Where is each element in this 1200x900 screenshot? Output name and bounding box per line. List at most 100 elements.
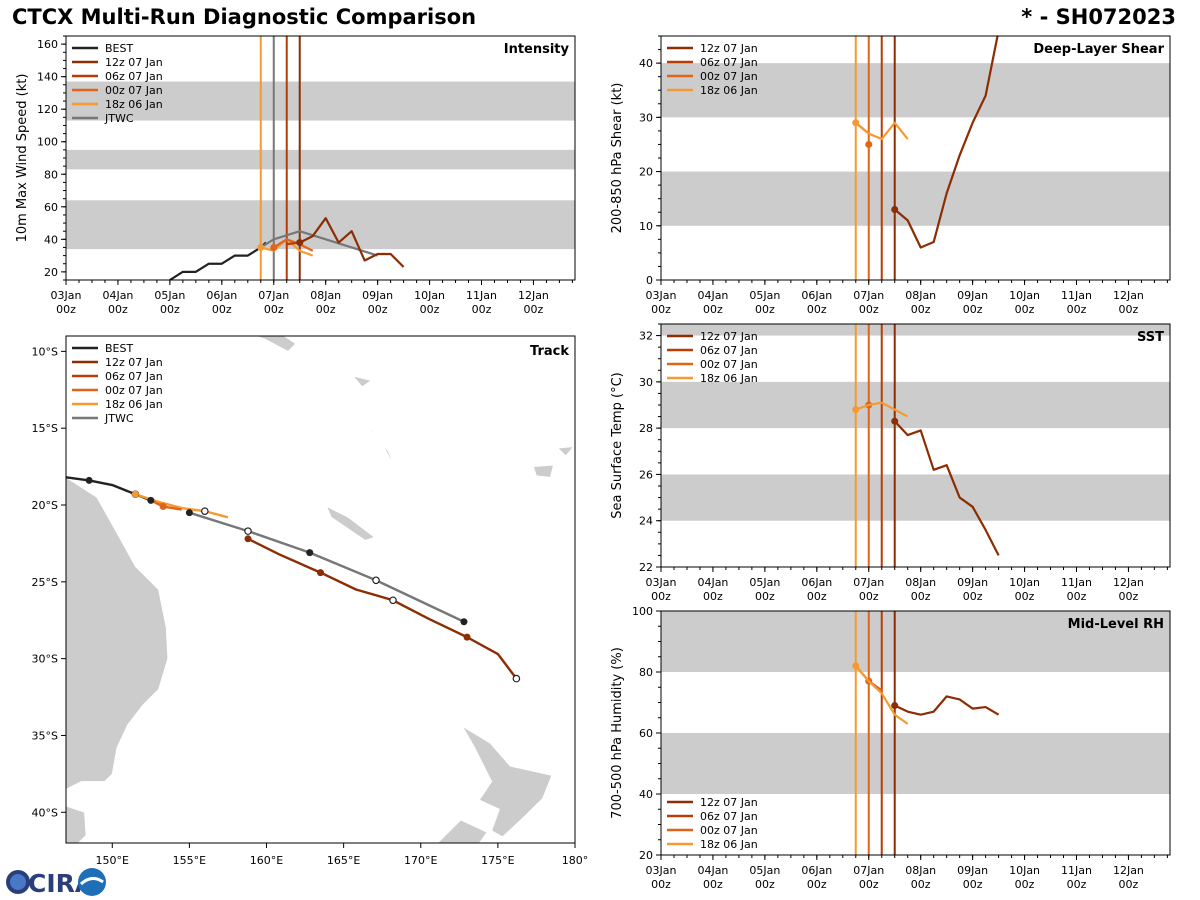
marker-12z-07-jan: [891, 417, 899, 425]
y-tick-label: 40: [44, 233, 58, 246]
page-title: CTCX Multi-Run Diagnostic Comparison: [12, 5, 477, 29]
y-tick-label: 60: [44, 201, 58, 214]
track-point-12z-07-jan: [463, 633, 471, 641]
x-tick-sub: 00z: [1119, 303, 1139, 316]
x-tick-label: 04Jan: [102, 289, 133, 302]
x-tick-label: 150°E: [96, 854, 129, 867]
y-tick-label: 40°S: [32, 806, 58, 819]
series-18z-06-jan: [854, 665, 909, 725]
x-tick-sub: 00z: [963, 590, 983, 603]
marker-00z-07-jan: [270, 243, 278, 251]
x-tick-label: 08Jan: [310, 289, 341, 302]
x-tick-label: 09Jan: [957, 864, 988, 877]
x-tick-sub: 00z: [524, 303, 544, 316]
x-tick-label: 08Jan: [905, 289, 936, 302]
x-tick-sub: 00z: [160, 303, 180, 316]
solomon-islands-land: [254, 336, 297, 352]
track-point-open-jtwc: [372, 576, 380, 585]
x-tick-sub: 00z: [755, 303, 775, 316]
y-tick-label: 20: [639, 166, 653, 179]
x-tick-sub: 00z: [472, 303, 492, 316]
x-tick-label: 10Jan: [1009, 289, 1040, 302]
track-point-best: [147, 496, 155, 504]
marker-18z-06-jan: [852, 406, 860, 414]
band-2: [661, 324, 1170, 336]
y-tick-label: 140: [37, 71, 58, 84]
legend-label-12z-07-jan: 12z 07 Jan: [105, 56, 163, 69]
legend-label-jtwc: JTWC: [104, 112, 134, 125]
x-tick-sub: 00z: [703, 303, 723, 316]
x-tick-sub: 00z: [651, 303, 671, 316]
track-point-18z-06-jan: [131, 490, 139, 498]
series-12z-07-jan: [893, 420, 1000, 556]
x-tick-label: 10Jan: [414, 289, 445, 302]
y-tick-label: 10: [639, 220, 653, 233]
y-tick-label: 30: [639, 376, 653, 389]
axes-frame: [65, 335, 576, 844]
track-jtwc: [189, 511, 465, 623]
x-tick-sub: 00z: [703, 878, 723, 891]
new-caledonia-land: [325, 505, 376, 541]
y-axis-label: 10m Max Wind Speed (kt): [15, 74, 30, 243]
fiji-viti-levu: [532, 464, 554, 478]
legend-label-06z-07-jan: 06z 07 Jan: [105, 70, 163, 83]
y-tick-label: 20: [639, 849, 653, 862]
x-tick-sub: 00z: [420, 303, 440, 316]
x-tick-sub: 00z: [212, 303, 232, 316]
y-tick-label: 0: [646, 274, 653, 287]
legend-label-18z-06-jan: 18z 06 Jan: [105, 398, 163, 411]
storm-id: * - SH072023: [1021, 5, 1176, 29]
panel-title: Intensity: [504, 42, 570, 57]
legend-label-best: BEST: [105, 342, 133, 355]
legend-label-06z-07-jan: 06z 07 Jan: [700, 344, 758, 357]
x-tick-sub: 00z: [755, 590, 775, 603]
x-tick-sub: 00z: [911, 303, 931, 316]
legend-label-12z-07-jan: 12z 07 Jan: [105, 356, 163, 369]
x-tick-label: 03Jan: [646, 576, 677, 589]
y-axis-label: Sea Surface Temp (°C): [610, 372, 625, 519]
sst-plot-area: [852, 324, 1000, 567]
x-tick-label: 06Jan: [801, 576, 832, 589]
x-tick-sub: 00z: [911, 590, 931, 603]
x-tick-label: 12Jan: [1113, 576, 1144, 589]
y-tick-label: 60: [639, 727, 653, 740]
series-12z-07-jan: [299, 217, 405, 268]
x-tick-sub: 00z: [807, 590, 827, 603]
track-point-open-jtwc: [244, 527, 252, 535]
marker-00z-07-jan: [865, 140, 873, 148]
legend-label-06z-07-jan: 06z 07 Jan: [700, 56, 758, 69]
marker-12z-07-jan: [891, 206, 899, 214]
x-tick-label: 05Jan: [154, 289, 185, 302]
band-1: [661, 381, 1170, 429]
legend-label-18z-06-jan: 18z 06 Jan: [700, 372, 758, 385]
y-tick-label: 80: [639, 666, 653, 679]
x-tick-sub: 00z: [911, 878, 931, 891]
santa-cruz-land: [351, 375, 373, 388]
band-0: [661, 474, 1170, 521]
band-1: [661, 63, 1170, 118]
series-18z-06-jan: [855, 401, 909, 418]
track-end-jtwc: [460, 618, 468, 626]
x-tick-label: 04Jan: [697, 576, 728, 589]
legend-label-jtwc: JTWC: [104, 412, 134, 425]
y-tick-label: 32: [639, 330, 653, 343]
legend-label-18z-06-jan: 18z 06 Jan: [700, 84, 758, 97]
x-tick-label: 09Jan: [957, 289, 988, 302]
x-tick-sub: 00z: [1067, 590, 1087, 603]
x-tick-label: 165°E: [327, 854, 360, 867]
x-tick-label: 12Jan: [1113, 864, 1144, 877]
band-2: [66, 81, 575, 121]
x-tick-label: 170°E: [404, 854, 437, 867]
y-tick-label: 35°S: [32, 729, 58, 742]
y-tick-label: 80: [44, 168, 58, 181]
australia-land: [66, 476, 169, 790]
tasmania-land: [66, 805, 87, 843]
series-00z-07-jan: [273, 238, 314, 252]
y-tick-label: 160: [37, 38, 58, 51]
x-tick-label: 08Jan: [905, 576, 936, 589]
x-tick-label: 03Jan: [646, 289, 677, 302]
x-tick-sub: 00z: [859, 303, 879, 316]
